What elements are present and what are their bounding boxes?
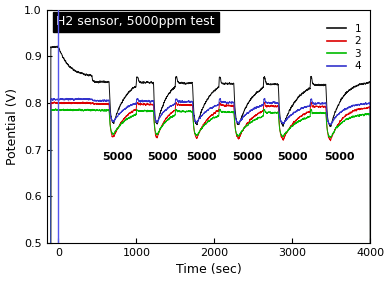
Text: 5000: 5000	[233, 152, 263, 162]
Text: 5000: 5000	[186, 152, 216, 162]
X-axis label: Time (sec): Time (sec)	[176, 263, 241, 276]
Y-axis label: Potential (V): Potential (V)	[5, 88, 19, 165]
Text: 5000: 5000	[324, 152, 355, 162]
Text: 5000: 5000	[147, 152, 177, 162]
Legend: 1, 2, 3, 4: 1, 2, 3, 4	[323, 19, 365, 76]
Text: 5000: 5000	[103, 152, 133, 162]
Text: 5000: 5000	[277, 152, 308, 162]
Text: H2 sensor, 5000ppm test: H2 sensor, 5000ppm test	[57, 16, 215, 28]
